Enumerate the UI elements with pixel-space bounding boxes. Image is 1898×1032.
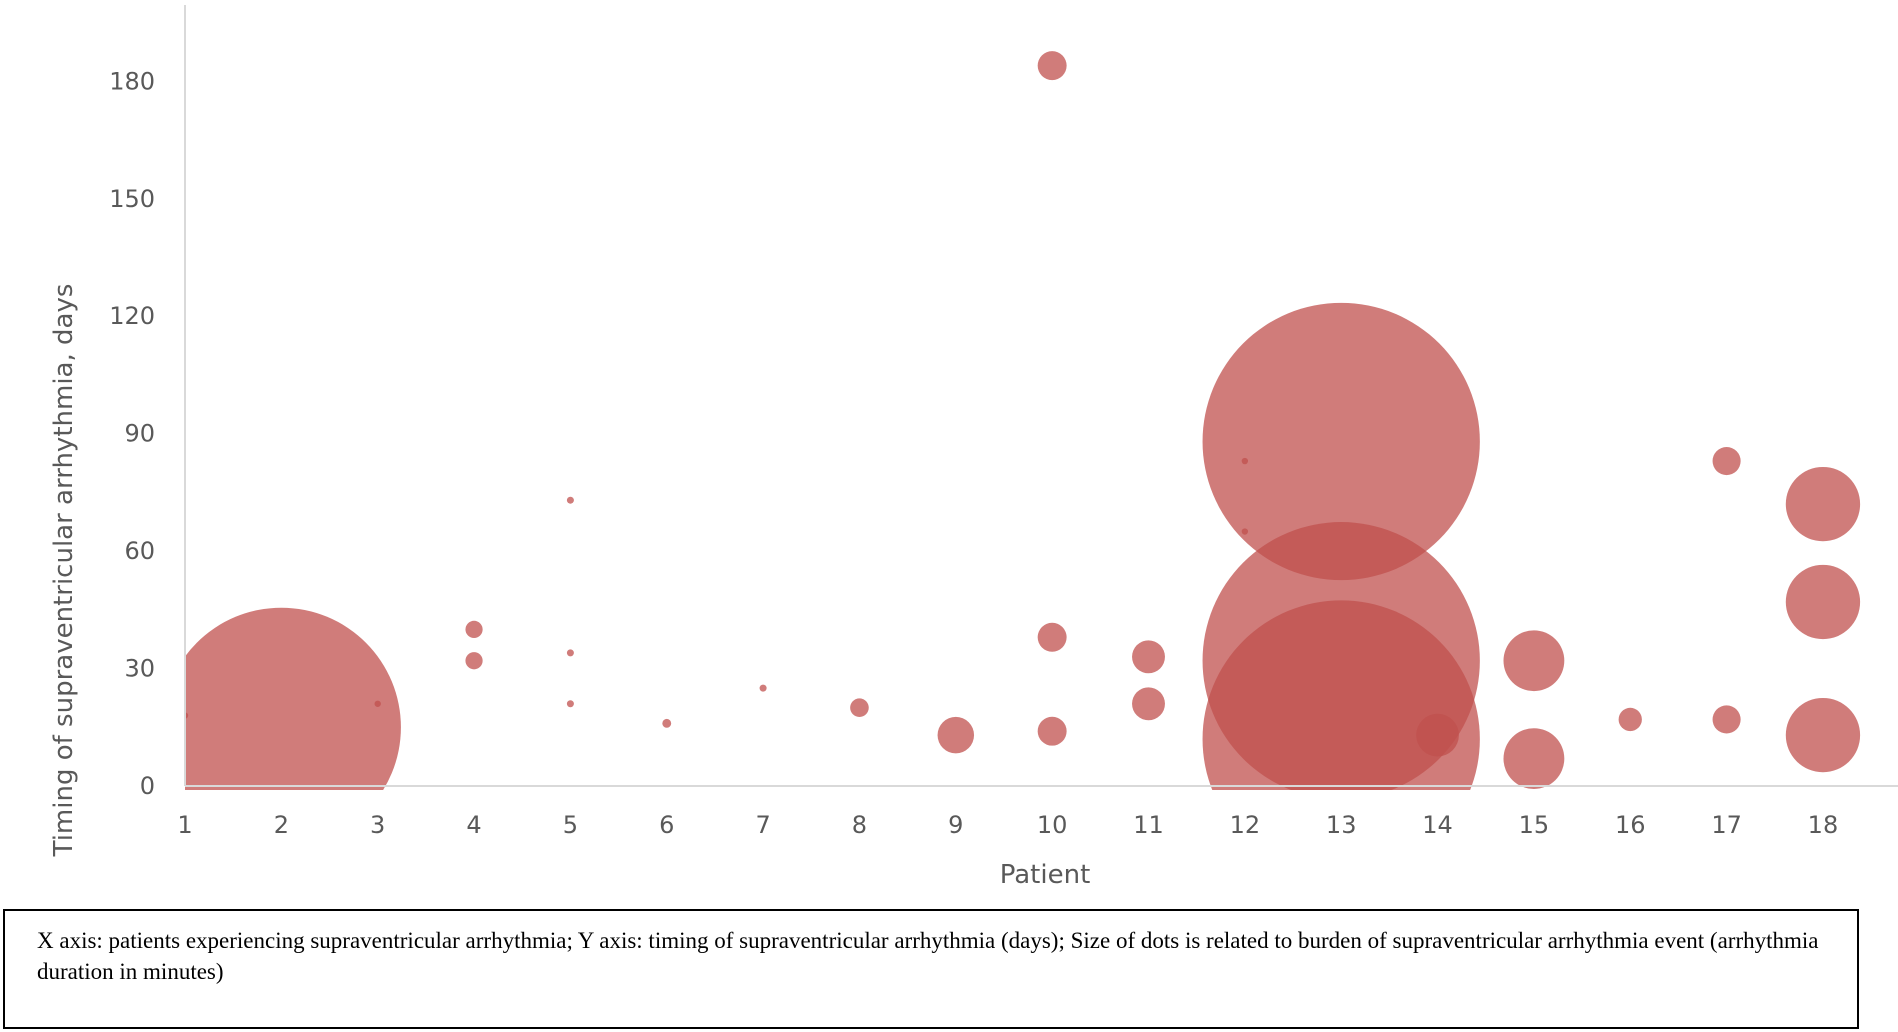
- bubble-point: [374, 700, 381, 707]
- bubble-point: [566, 496, 574, 504]
- bubble-point: [1132, 640, 1165, 674]
- x-tick-label: 15: [1519, 811, 1550, 839]
- bubble-point: [185, 607, 401, 790]
- x-tick-label: 7: [755, 811, 770, 839]
- x-tick-label: 8: [852, 811, 867, 839]
- y-tick-labels: 0 30 60 90 120 150 180: [109, 67, 155, 800]
- caption-text: X axis: patients experiencing supraventr…: [37, 928, 1819, 984]
- x-tick-label: 14: [1422, 811, 1453, 839]
- x-tick-label: 12: [1230, 811, 1261, 839]
- x-tick-label: 4: [466, 811, 481, 839]
- x-tick-label: 10: [1037, 811, 1068, 839]
- bubble-point: [1037, 622, 1067, 652]
- bubble-point: [850, 698, 869, 717]
- x-tick-label: 11: [1133, 811, 1164, 839]
- bubble-point: [1202, 302, 1480, 581]
- bubble-point: [1785, 697, 1861, 773]
- bubble-point: [1785, 466, 1861, 542]
- x-tick-label: 5: [563, 811, 578, 839]
- bubble-point: [1503, 630, 1565, 692]
- x-tick-label: 13: [1326, 811, 1357, 839]
- x-tick-label: 2: [274, 811, 289, 839]
- bubble-point: [1037, 716, 1067, 746]
- bubble-point: [1416, 713, 1459, 757]
- bubble-point: [465, 620, 483, 638]
- bubble-point: [1785, 564, 1861, 640]
- y-tick-label: 0: [140, 772, 155, 800]
- x-tick-label: 17: [1711, 811, 1742, 839]
- bubble-point: [662, 718, 672, 728]
- bubble-point: [1037, 51, 1067, 81]
- bubble-point: [1618, 707, 1642, 732]
- bubble-point: [1503, 728, 1565, 789]
- x-tick-label: 9: [948, 811, 963, 839]
- y-tick-label: 30: [124, 655, 155, 683]
- chart-area: 1 2 3 4 5 6 7 8 9 10 11 12 13 14 15 16 17 18 0 30 60 90 120 15…: [49, 5, 1898, 890]
- bubble-point: [1202, 600, 1480, 790]
- y-tick-label: 150: [109, 185, 155, 213]
- y-tick-label: 120: [109, 302, 155, 330]
- x-tick-label: 1: [177, 811, 192, 839]
- bubble-layer: [185, 51, 1861, 790]
- x-tick-label: 16: [1615, 811, 1646, 839]
- bubble-point: [566, 700, 574, 708]
- bubble-point: [1132, 687, 1165, 721]
- y-axis-title: Timing of supraventricular arrhythmia, d…: [49, 284, 79, 858]
- x-tick-label: 3: [370, 811, 385, 839]
- bubble-chart: 1 2 3 4 5 6 7 8 9 10 11 12 13 14 15 16 17 18 030609012015…: [49, 5, 1898, 890]
- y-tick-label: 60: [124, 537, 155, 565]
- bubble-point: [1712, 447, 1741, 476]
- bubble-point: [566, 649, 574, 657]
- x-axis-title: Patient: [1000, 860, 1091, 890]
- bubble-point: [1712, 705, 1741, 734]
- bubble-point: [759, 684, 767, 692]
- bubble-point: [937, 716, 975, 754]
- y-tick-label: 180: [109, 67, 155, 95]
- bubble-point: [465, 652, 483, 670]
- x-tick-labels: 1 2 3 4 5 6 7 8 9 10 11 12 13 14 15 16 17 18: [177, 811, 1838, 839]
- x-tick-label: 6: [659, 811, 674, 839]
- x-tick-label: 18: [1808, 811, 1839, 839]
- y-tick-label: 90: [124, 420, 155, 448]
- figure-caption: X axis: patients experiencing supraventr…: [3, 909, 1859, 1029]
